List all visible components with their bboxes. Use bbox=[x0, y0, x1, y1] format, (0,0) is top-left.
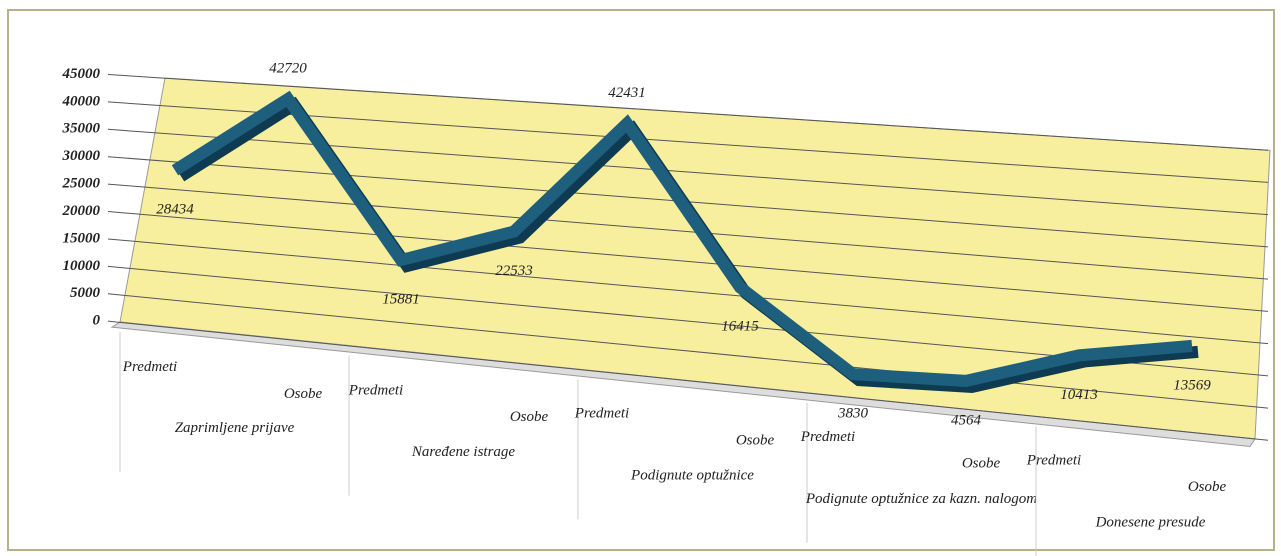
grid-line bbox=[107, 73, 1269, 151]
y-tick-label: 0 bbox=[93, 313, 101, 329]
x-tick-label: Predmeti bbox=[1026, 452, 1081, 468]
y-tick-label: 45000 bbox=[62, 66, 101, 82]
data-label: 42431 bbox=[608, 85, 646, 101]
x-tick-label: Osobe bbox=[510, 409, 549, 425]
x-tick-label: Predmeti bbox=[348, 382, 403, 398]
y-tick-label: 25000 bbox=[62, 176, 101, 192]
group-label: Donesene presude bbox=[1095, 515, 1206, 531]
data-label: 22533 bbox=[495, 263, 533, 279]
x-tick-label: Predmeti bbox=[574, 406, 629, 422]
grid-line bbox=[107, 128, 1269, 216]
data-label: 13569 bbox=[1173, 377, 1211, 393]
data-label: 3830 bbox=[837, 406, 869, 422]
grid-line bbox=[107, 238, 1269, 345]
grid-line bbox=[107, 320, 1269, 441]
grid-line bbox=[107, 183, 1269, 280]
y-tick-label: 15000 bbox=[63, 230, 101, 246]
y-tick-label: 10000 bbox=[63, 258, 101, 274]
data-label: 42720 bbox=[269, 60, 307, 76]
y-tick-label: 35000 bbox=[62, 121, 101, 137]
x-tick-label: Predmeti bbox=[800, 429, 855, 445]
group-label: Podignute optužnice za kazn. nalogom bbox=[805, 491, 1037, 507]
x-tick-label: Osobe bbox=[284, 386, 323, 402]
group-label: Podignute optužnice bbox=[630, 467, 754, 483]
data-label: 10413 bbox=[1060, 387, 1098, 403]
data-line bbox=[171, 90, 1193, 387]
data-label: 28434 bbox=[156, 202, 194, 218]
y-tick-label: 30000 bbox=[62, 148, 101, 164]
grid-line bbox=[107, 293, 1269, 409]
y-tick-label: 40000 bbox=[62, 93, 101, 109]
x-tick-label: Osobe bbox=[962, 456, 1001, 472]
data-label: 15881 bbox=[382, 292, 420, 308]
grid-line bbox=[107, 211, 1269, 312]
group-label: Naređene istrage bbox=[411, 444, 516, 460]
x-tick-label: Predmeti bbox=[122, 359, 177, 375]
data-label: 16415 bbox=[721, 319, 759, 335]
x-tick-label: Osobe bbox=[1188, 479, 1227, 495]
group-label: Zaprimljene prijave bbox=[175, 420, 295, 436]
y-tick-label: 20000 bbox=[62, 203, 101, 219]
x-tick-label: Osobe bbox=[736, 432, 775, 448]
y-tick-label: 5000 bbox=[70, 285, 101, 301]
data-label: 4564 bbox=[951, 412, 982, 428]
